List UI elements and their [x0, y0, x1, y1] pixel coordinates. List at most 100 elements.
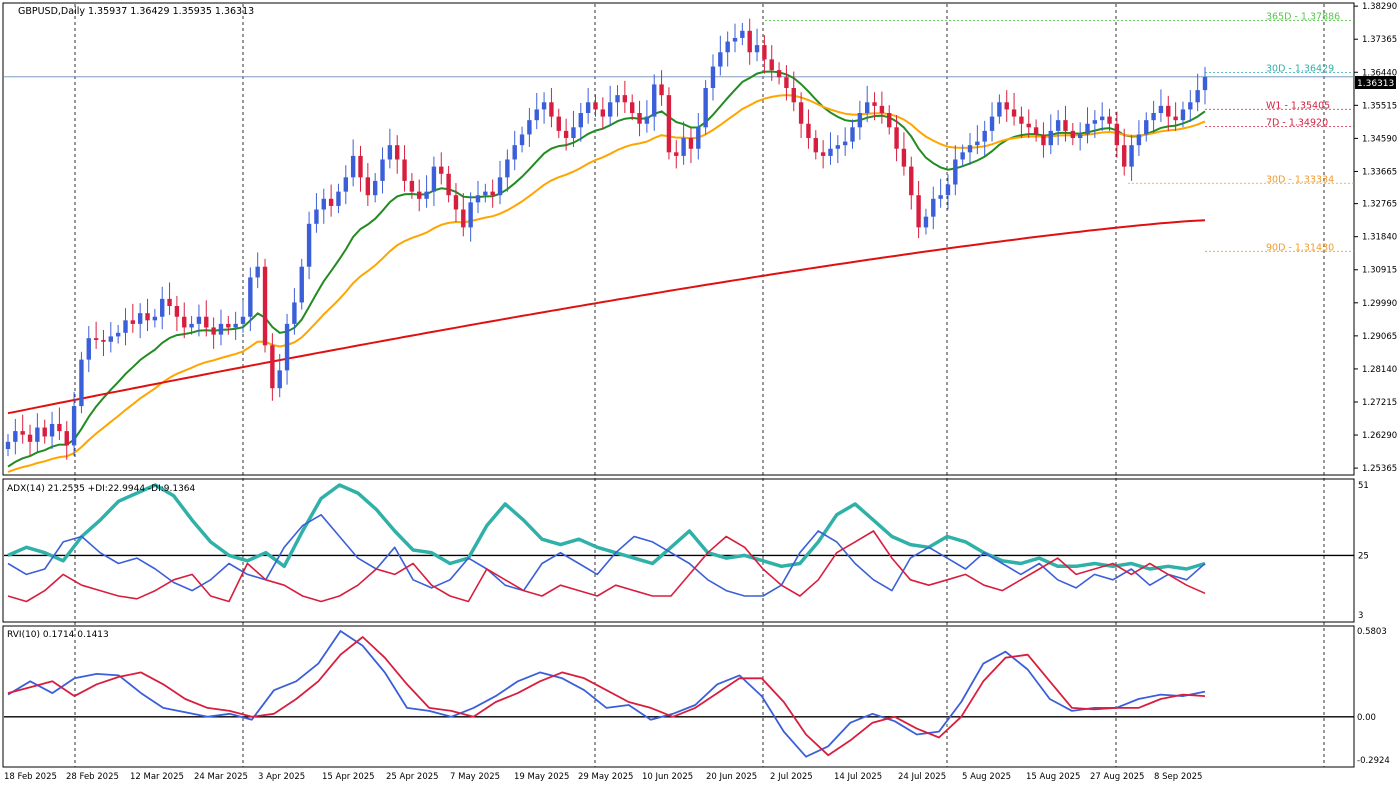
candle-body: [1033, 127, 1039, 135]
candle-body: [710, 66, 716, 88]
candle-body: [762, 45, 767, 60]
x-axis-date-label: 15 Apr 2025: [322, 772, 375, 782]
candle-body: [630, 102, 635, 114]
candle-body: [380, 159, 385, 181]
rvi-pane[interactable]: [2, 625, 1355, 768]
candle-body: [284, 323, 290, 371]
candle-body: [967, 145, 973, 153]
candle-body: [982, 130, 987, 142]
price-axis-label: 1.31840: [1362, 233, 1397, 243]
candle-body: [887, 113, 892, 128]
candle-body: [5, 441, 11, 449]
candle-body: [431, 166, 437, 192]
candle-body: [93, 338, 99, 340]
candle-body: [1055, 120, 1061, 131]
candle-body: [909, 166, 914, 196]
candle-body: [1122, 145, 1127, 167]
candle-body: [879, 105, 885, 114]
candle-body: [519, 134, 525, 146]
candle-body: [218, 323, 224, 335]
candle-body: [585, 102, 591, 114]
candle-body: [292, 302, 297, 324]
x-axis-date-label: 20 Jun 2025: [706, 772, 757, 782]
candle-body: [1202, 76, 1208, 91]
candle-body: [571, 127, 576, 139]
candle-body: [343, 177, 349, 192]
candle-body: [850, 127, 855, 142]
candle-body: [299, 266, 304, 303]
candle-body: [409, 180, 415, 192]
candle-body: [108, 336, 114, 342]
main-pane[interactable]: [2, 2, 1355, 476]
candle-body: [270, 345, 275, 389]
candle-body: [365, 177, 371, 196]
candle-body: [64, 431, 69, 446]
candle-body: [931, 198, 936, 217]
candle-body: [57, 423, 62, 432]
candle-body: [607, 102, 613, 117]
price-axis-label: 1.33665: [1362, 167, 1397, 177]
candle-body: [358, 155, 363, 178]
candle-body: [916, 195, 921, 228]
candle-body: [35, 427, 40, 442]
rvi-axis-label: 0.00: [1357, 713, 1376, 723]
candle-body: [659, 84, 664, 96]
adx-series-line: [7, 513, 1206, 597]
candle-body: [262, 266, 268, 346]
x-axis-date-label: 12 Mar 2025: [130, 772, 184, 782]
candle-body: [226, 323, 231, 328]
price-axis-label: 1.32765: [1362, 200, 1397, 210]
candle-body: [1107, 116, 1112, 124]
candle-body: [27, 434, 33, 442]
candle-body: [152, 316, 158, 321]
candle-body: [593, 102, 598, 110]
moving-average-line: [7, 219, 1206, 415]
price-axis-label: 1.35515: [1362, 101, 1397, 111]
candle-body: [901, 148, 907, 167]
x-axis-date-label: 10 Jun 2025: [642, 772, 693, 782]
candle-body: [314, 209, 319, 224]
rvi-series-line: [7, 636, 1206, 757]
candle-body: [975, 141, 980, 146]
candle-body: [1195, 90, 1200, 103]
candle-body: [196, 316, 202, 324]
x-axis-date-label: 25 Apr 2025: [386, 772, 439, 782]
candle-body: [160, 298, 165, 317]
candle-body: [402, 159, 407, 181]
moving-average-line: [7, 94, 1206, 473]
candle-body: [1136, 134, 1142, 146]
price-axis-label: 1.28140: [1362, 365, 1397, 375]
candle-body: [336, 191, 341, 206]
current-price-label: 1.36313: [1357, 79, 1394, 89]
rvi-axis-label: 0.5803: [1357, 627, 1387, 637]
adx-pane[interactable]: [2, 478, 1355, 623]
candle-body: [79, 359, 84, 407]
candle-body: [857, 113, 863, 128]
candle-body: [453, 195, 459, 210]
x-axis-date-label: 18 Feb 2025: [4, 772, 57, 782]
candle-body: [417, 191, 422, 199]
candle-body: [167, 298, 172, 307]
candle-body: [960, 152, 965, 160]
x-axis-date-label: 28 Feb 2025: [66, 772, 119, 782]
candle-body: [541, 102, 547, 110]
candle-body: [666, 95, 672, 153]
price-axis-label: 1.34590: [1362, 134, 1397, 144]
candle-body: [497, 177, 503, 196]
candle-body: [1077, 134, 1083, 139]
candle-body: [534, 109, 539, 121]
candle-body: [1166, 105, 1171, 117]
candle-body: [71, 406, 77, 446]
candle-body: [350, 155, 356, 178]
candle-body: [637, 113, 642, 124]
candle-body: [189, 323, 194, 328]
candle-body: [49, 423, 55, 437]
adx-axis-label: 25: [1358, 551, 1369, 561]
candle-body: [387, 145, 393, 160]
candle-body: [1151, 113, 1156, 121]
level-label: 90D - 1.31430: [1266, 242, 1334, 253]
x-axis-date-label: 15 Aug 2025: [1026, 772, 1080, 782]
x-axis-date-label: 5 Aug 2025: [962, 772, 1011, 782]
candle-body: [549, 102, 554, 117]
